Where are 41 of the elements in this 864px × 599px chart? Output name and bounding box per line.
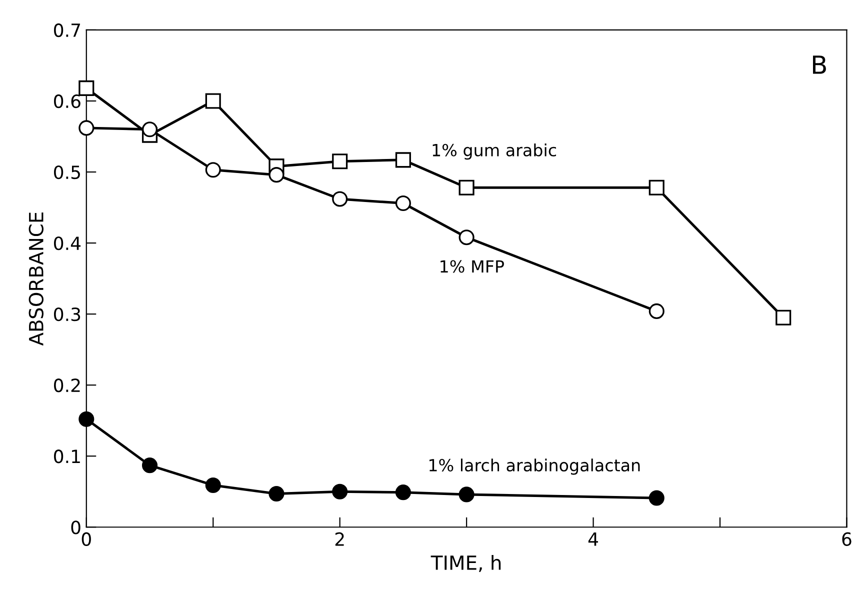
point bbox=[648, 180, 664, 196]
point bbox=[332, 154, 348, 170]
point bbox=[142, 122, 158, 138]
y-tick-label: 0.7 bbox=[54, 23, 80, 38]
y-axis-title: ABSORBANCE bbox=[28, 212, 44, 346]
point bbox=[776, 310, 792, 326]
point bbox=[78, 411, 94, 427]
point bbox=[648, 490, 664, 506]
x-tick-label: 2 bbox=[335, 532, 344, 546]
y-tick-label: 0.5 bbox=[54, 165, 80, 180]
y-tick-label: 0 bbox=[71, 520, 80, 534]
x-tick-label: 0 bbox=[82, 532, 91, 546]
point bbox=[332, 191, 348, 207]
point bbox=[458, 486, 474, 502]
point bbox=[395, 484, 411, 500]
point bbox=[205, 93, 221, 109]
y-tick-label: 0.6 bbox=[54, 94, 80, 108]
series-label: 1% gum arabic bbox=[432, 144, 556, 160]
point bbox=[205, 162, 221, 178]
x-tick-label: 4 bbox=[588, 532, 598, 546]
x-axis-title: TIME, h bbox=[430, 555, 501, 572]
y-tick-label: 0.1 bbox=[54, 450, 80, 464]
point bbox=[648, 303, 664, 319]
point bbox=[332, 484, 348, 500]
point bbox=[458, 230, 474, 246]
point bbox=[142, 458, 158, 474]
y-tick-label: 0.2 bbox=[54, 378, 80, 392]
x-tick-label: 6 bbox=[842, 532, 852, 546]
point bbox=[395, 152, 411, 168]
point bbox=[395, 195, 411, 212]
series-label: 1% larch arabinogalactan bbox=[430, 458, 640, 475]
y-tick-label: 0.3 bbox=[54, 308, 80, 322]
point bbox=[78, 80, 94, 96]
y-tick-label: 0.4 bbox=[54, 236, 81, 250]
point bbox=[268, 167, 284, 183]
series-label: 1% MFP bbox=[440, 260, 504, 273]
point bbox=[205, 477, 221, 493]
point bbox=[78, 120, 94, 136]
point bbox=[268, 486, 284, 502]
annotation: B bbox=[813, 56, 826, 74]
point bbox=[458, 180, 474, 196]
